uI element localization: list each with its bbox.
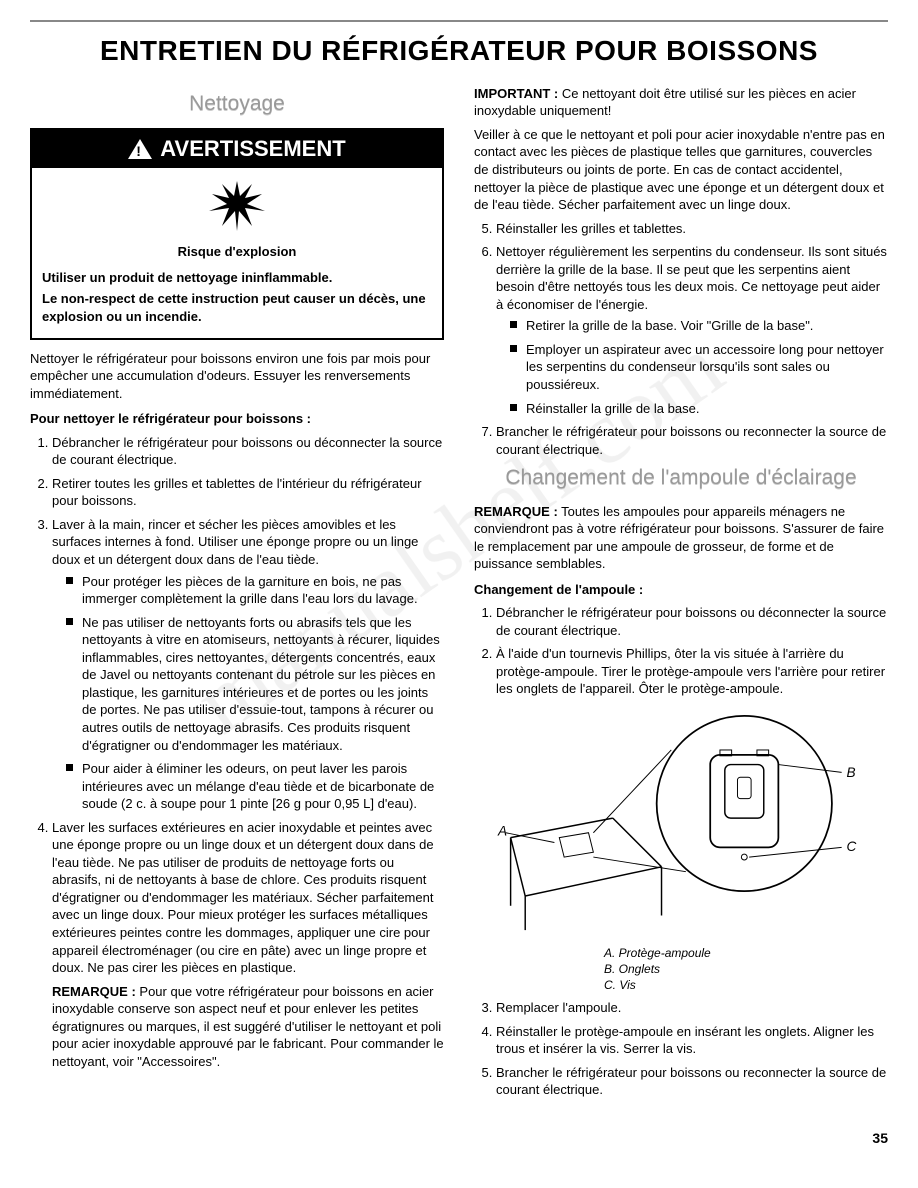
- warning-line-1: Utiliser un produit de nettoyage ininfla…: [42, 269, 432, 287]
- step-3: Laver à la main, rincer et sécher les pi…: [52, 516, 444, 813]
- warning-risk: Risque d'explosion: [42, 243, 432, 261]
- diagram-caption-a: A. Protège-ampoule: [604, 945, 888, 961]
- nettoyage-intro: Nettoyer le réfrigérateur pour boissons …: [30, 350, 444, 403]
- step-7: Brancher le réfrigérateur pour boissons …: [496, 423, 888, 458]
- warning-line-2: Le non-respect de cette instruction peut…: [42, 290, 432, 325]
- diagram-caption-c: C. Vis: [604, 977, 888, 993]
- step-3-bullet-1: Pour protéger les pièces de la garniture…: [66, 573, 444, 608]
- nettoyage-subhead: Pour nettoyer le réfrigérateur pour bois…: [30, 410, 444, 428]
- important-note: IMPORTANT : Ce nettoyant doit être utili…: [474, 85, 888, 120]
- step-4-text: Laver les surfaces extérieures en acier …: [52, 820, 434, 975]
- remarque-label: REMARQUE :: [52, 984, 136, 999]
- step-3-bullet-2: Ne pas utiliser de nettoyants forts ou a…: [66, 614, 444, 754]
- step-3-text: Laver à la main, rincer et sécher les pi…: [52, 517, 418, 567]
- important-label: IMPORTANT :: [474, 86, 558, 101]
- ampoule-step-5: Brancher le réfrigérateur pour boissons …: [496, 1064, 888, 1099]
- ampoule-step-2: À l'aide d'un tournevis Phillips, ôter l…: [496, 645, 888, 698]
- step-2: Retirer toutes les grilles et tablettes …: [52, 475, 444, 510]
- step-4: Laver les surfaces extérieures en acier …: [52, 819, 444, 1071]
- ampoule-step-3: Remplacer l'ampoule.: [496, 999, 888, 1017]
- ampoule-subhead: Changement de l'ampoule :: [474, 581, 888, 599]
- nettoyage-steps-1-4: Débrancher le réfrigérateur pour boisson…: [30, 434, 444, 1071]
- ampoule-step-1: Débrancher le réfrigérateur pour boisson…: [496, 604, 888, 639]
- section-nettoyage-heading: Nettoyage: [30, 90, 444, 118]
- ampoule-note-label: REMARQUE :: [474, 504, 558, 519]
- caution-paragraph: Veiller à ce que le nettoyant et poli po…: [474, 126, 888, 214]
- step-6: Nettoyer régulièrement les serpentins du…: [496, 243, 888, 417]
- page-title: ENTRETIEN DU RÉFRIGÉRATEUR POUR BOISSONS: [30, 32, 888, 70]
- step-5: Réinstaller les grilles et tablettes.: [496, 220, 888, 238]
- bulb-diagram: A B C A. Protège-ampoule B. Onglets C. V…: [474, 708, 888, 993]
- step-6-bullet-1: Retirer la grille de la base. Voir "Gril…: [510, 317, 888, 335]
- warning-label: AVERTISSEMENT: [160, 134, 345, 164]
- top-divider: [30, 20, 888, 22]
- step-3-bullet-3: Pour aider à éliminer les odeurs, on peu…: [66, 760, 444, 813]
- step-6-bullet-3: Réinstaller la grille de la base.: [510, 400, 888, 418]
- warning-box: AVERTISSEMENT Risque d'explosion Utilise…: [30, 128, 444, 339]
- explosion-icon: [32, 168, 442, 240]
- diagram-caption-b: B. Onglets: [604, 961, 888, 977]
- nettoyage-steps-5-7: Réinstaller les grilles et tablettes. Ne…: [474, 220, 888, 459]
- ampoule-step-4: Réinstaller le protège-ampoule en inséra…: [496, 1023, 888, 1058]
- step-6-text: Nettoyer régulièrement les serpentins du…: [496, 244, 887, 312]
- ampoule-note: REMARQUE : Toutes les ampoules pour appa…: [474, 503, 888, 573]
- diagram-label-b: B: [847, 765, 856, 780]
- warning-header: AVERTISSEMENT: [32, 130, 442, 168]
- page-number: 35: [30, 1129, 888, 1148]
- diagram-label-c: C: [847, 839, 857, 854]
- ampoule-steps-1-2: Débrancher le réfrigérateur pour boisson…: [474, 604, 888, 698]
- step-4-remarque: REMARQUE : Pour que votre réfrigérateur …: [52, 983, 444, 1071]
- diagram-label-a: A: [497, 824, 507, 839]
- section-ampoule-heading: Changement de l'ampoule d'éclairage: [474, 464, 888, 492]
- warning-triangle-icon: [128, 139, 152, 159]
- step-6-bullet-2: Employer un aspirateur avec un accessoir…: [510, 341, 888, 394]
- ampoule-steps-3-5: Remplacer l'ampoule. Réinstaller le prot…: [474, 999, 888, 1099]
- step-1: Débrancher le réfrigérateur pour boisson…: [52, 434, 444, 469]
